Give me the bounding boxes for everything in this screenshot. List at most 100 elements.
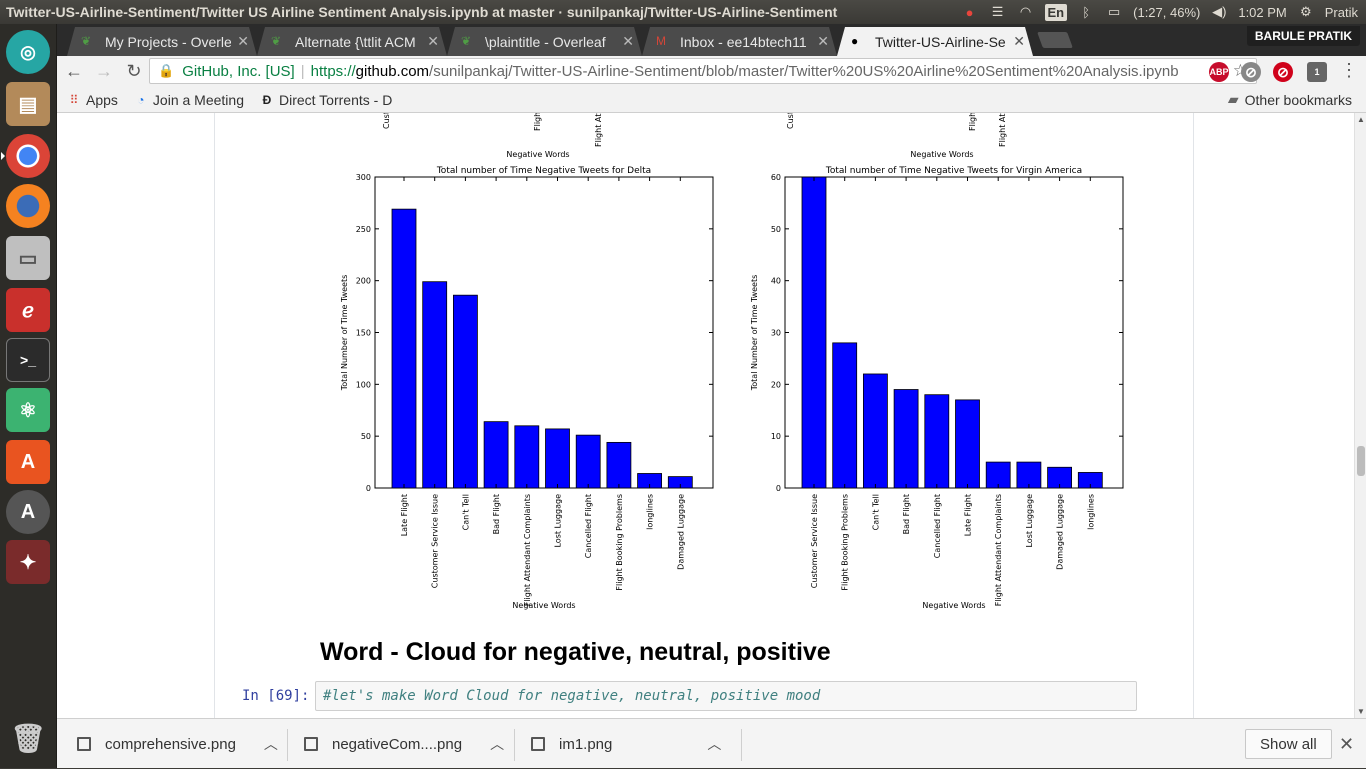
tab-inbox[interactable]: M Inbox - ee14btech11 ✕ xyxy=(642,27,837,56)
chrome-icon[interactable] xyxy=(1,134,50,178)
x-tick-label: Late Flight xyxy=(400,494,409,536)
tab-label: Alternate {\ttlit ACM xyxy=(295,33,416,50)
tab-close-icon[interactable]: ✕ xyxy=(622,33,634,49)
bar xyxy=(514,425,540,489)
site-identity[interactable]: GitHub, Inc. [US] xyxy=(182,62,295,80)
tab-plaintitle[interactable]: ❦ \plaintitle - Overleaf ✕ xyxy=(447,27,642,56)
download-item[interactable]: im1.png ︿ xyxy=(531,719,721,769)
menu-list-icon[interactable]: ☰ xyxy=(991,4,1004,19)
file-icon xyxy=(304,737,318,751)
notebook-container xyxy=(214,113,1194,718)
partial-tick-label: Cust xyxy=(786,113,795,129)
folder-icon: ▰ xyxy=(1227,91,1239,107)
tab-github-active[interactable]: ● Twitter-US-Airline-Se ✕ xyxy=(837,27,1033,56)
forward-arrow-icon[interactable]: → xyxy=(95,61,113,81)
window-title: Twitter-US-Airline-Sentiment/Twitter US … xyxy=(6,4,838,20)
scroll-down-arrow-icon[interactable]: ▼ xyxy=(1357,707,1365,716)
reload-icon[interactable]: ↻ xyxy=(126,61,142,81)
bluetooth-icon[interactable]: ᛒ xyxy=(1082,4,1091,20)
y-tick-label: 40 xyxy=(771,277,781,286)
address-bar[interactable]: 🔒 GitHub, Inc. [US] | https://github.com… xyxy=(149,58,1257,84)
ghostery-icon[interactable]: ⊘ xyxy=(1241,62,1261,82)
file-icon xyxy=(77,737,91,751)
atom-icon[interactable]: ⚛ xyxy=(6,388,50,432)
tab-close-icon[interactable]: ✕ xyxy=(817,33,829,49)
meeting-icon: ◔ xyxy=(137,92,145,107)
bar xyxy=(545,428,570,489)
bar xyxy=(924,394,950,489)
ubuntu-dash-icon[interactable]: ◎ xyxy=(6,30,50,74)
bookmark-apps[interactable]: ⠿ Apps xyxy=(67,92,118,108)
x-tick-label: Bad Flight xyxy=(492,494,501,534)
other-bookmarks[interactable]: ▰ Other bookmarks xyxy=(1228,91,1352,108)
clock[interactable]: 1:02 PM xyxy=(1238,4,1287,20)
wifi-icon[interactable]: ◠ xyxy=(1019,4,1032,19)
x-tick-label: Cancelled Flight xyxy=(933,494,942,558)
gmail-icon: M xyxy=(656,34,666,48)
chevron-up-icon[interactable]: ︿ xyxy=(707,736,722,752)
battery-icon[interactable]: ▭ xyxy=(1107,4,1121,19)
tab-my-projects[interactable]: ❦ My Projects - Overleaf ✕ xyxy=(67,27,257,56)
download-filename: im1.png xyxy=(559,735,613,753)
battery-status[interactable]: (1:27, 46%) xyxy=(1133,4,1201,20)
block-icon[interactable]: ⊘ xyxy=(1273,62,1293,82)
show-all-button[interactable]: Show all xyxy=(1245,729,1332,759)
lock-icon[interactable]: 🔒 xyxy=(158,63,175,78)
scroll-up-arrow-icon[interactable]: ▲ xyxy=(1357,115,1365,124)
disk-drive-icon[interactable]: ▭ xyxy=(6,236,50,280)
chrome-tray-icon[interactable]: ● xyxy=(965,4,974,20)
bookmark-direct-torrents[interactable]: Ɖ Direct Torrents - D xyxy=(260,92,393,108)
x-tick-label: Can't Tell xyxy=(461,494,470,530)
tab-close-icon[interactable]: ✕ xyxy=(427,33,439,49)
overleaf-icon: ❦ xyxy=(271,34,282,48)
scrollbar-thumb[interactable] xyxy=(1357,446,1365,476)
partial-tick-label: Flight Att xyxy=(594,113,603,147)
bookmark-label: Join a Meeting xyxy=(152,91,244,108)
overleaf-icon: ❦ xyxy=(81,34,92,48)
user-name[interactable]: Pratik xyxy=(1324,4,1358,20)
download-filename: comprehensive.png xyxy=(105,735,236,753)
y-tick-label: 0 xyxy=(776,484,781,493)
tab-alternate[interactable]: ❦ Alternate {\ttlit ACM ✕ xyxy=(257,27,447,56)
terminal-icon[interactable]: >_ xyxy=(6,338,50,382)
url-text[interactable]: https://github.com/sunilpankaj/Twitter-U… xyxy=(311,63,1179,80)
chevron-up-icon[interactable]: ︿ xyxy=(490,736,505,752)
volume-icon[interactable]: ◀) xyxy=(1212,4,1227,19)
y-tick-label: 200 xyxy=(356,277,371,286)
adblock-plus-icon[interactable]: ABP xyxy=(1209,62,1229,82)
document-viewer-icon[interactable]: ℯ xyxy=(6,288,50,332)
x-tick-label: Lost Luggage xyxy=(1025,494,1034,548)
bar xyxy=(862,373,888,489)
bookmark-join-meeting[interactable]: ◔ Join a Meeting xyxy=(134,92,244,108)
back-arrow-icon[interactable]: ← xyxy=(65,61,83,81)
software-center-icon[interactable]: A xyxy=(6,440,50,484)
close-icon[interactable]: ✕ xyxy=(1339,734,1355,754)
chrome-menu-icon[interactable]: ⋮ xyxy=(1340,60,1358,80)
download-item[interactable]: comprehensive.png ︿ xyxy=(77,719,278,769)
code-cell[interactable]: #let's make Word Cloud for negative, neu… xyxy=(315,681,1137,711)
browser-toolbar: ← → ↻ 🔒 GitHub, Inc. [US] | https://gith… xyxy=(57,56,1366,87)
bar xyxy=(452,294,478,489)
partial-x-axis-label: Negative Words xyxy=(506,150,569,159)
software-updater-icon[interactable]: A xyxy=(6,490,50,534)
overleaf-icon: ❦ xyxy=(461,34,472,48)
tab-close-icon[interactable]: ✕ xyxy=(237,33,249,49)
tab-close-icon[interactable]: ✕ xyxy=(1013,33,1025,49)
new-tab-button[interactable] xyxy=(1037,32,1073,48)
bar xyxy=(893,389,919,489)
gear-icon[interactable]: ⚙ xyxy=(1299,4,1312,19)
url-protocol: https:// xyxy=(310,62,356,80)
download-item[interactable]: negativeCom....png ︿ xyxy=(304,719,504,769)
input-method-indicator[interactable]: En xyxy=(1044,3,1068,21)
trash-icon[interactable]: 🗑 xyxy=(10,722,46,754)
page-scrollbar[interactable]: ▲ ▼ xyxy=(1354,113,1366,718)
profile-button[interactable]: BARULE PRATIK xyxy=(1246,26,1360,46)
bar xyxy=(422,281,448,489)
chevron-up-icon[interactable]: ︿ xyxy=(263,736,278,752)
x-tick-label: longlines xyxy=(1086,494,1095,530)
firefox-icon[interactable] xyxy=(6,184,50,228)
vpn-shield-icon[interactable]: 1 xyxy=(1307,62,1327,82)
files-icon[interactable]: ▤ xyxy=(6,82,50,126)
system-settings-icon[interactable]: ✦ xyxy=(6,540,50,584)
bookmark-label: Apps xyxy=(86,91,118,108)
